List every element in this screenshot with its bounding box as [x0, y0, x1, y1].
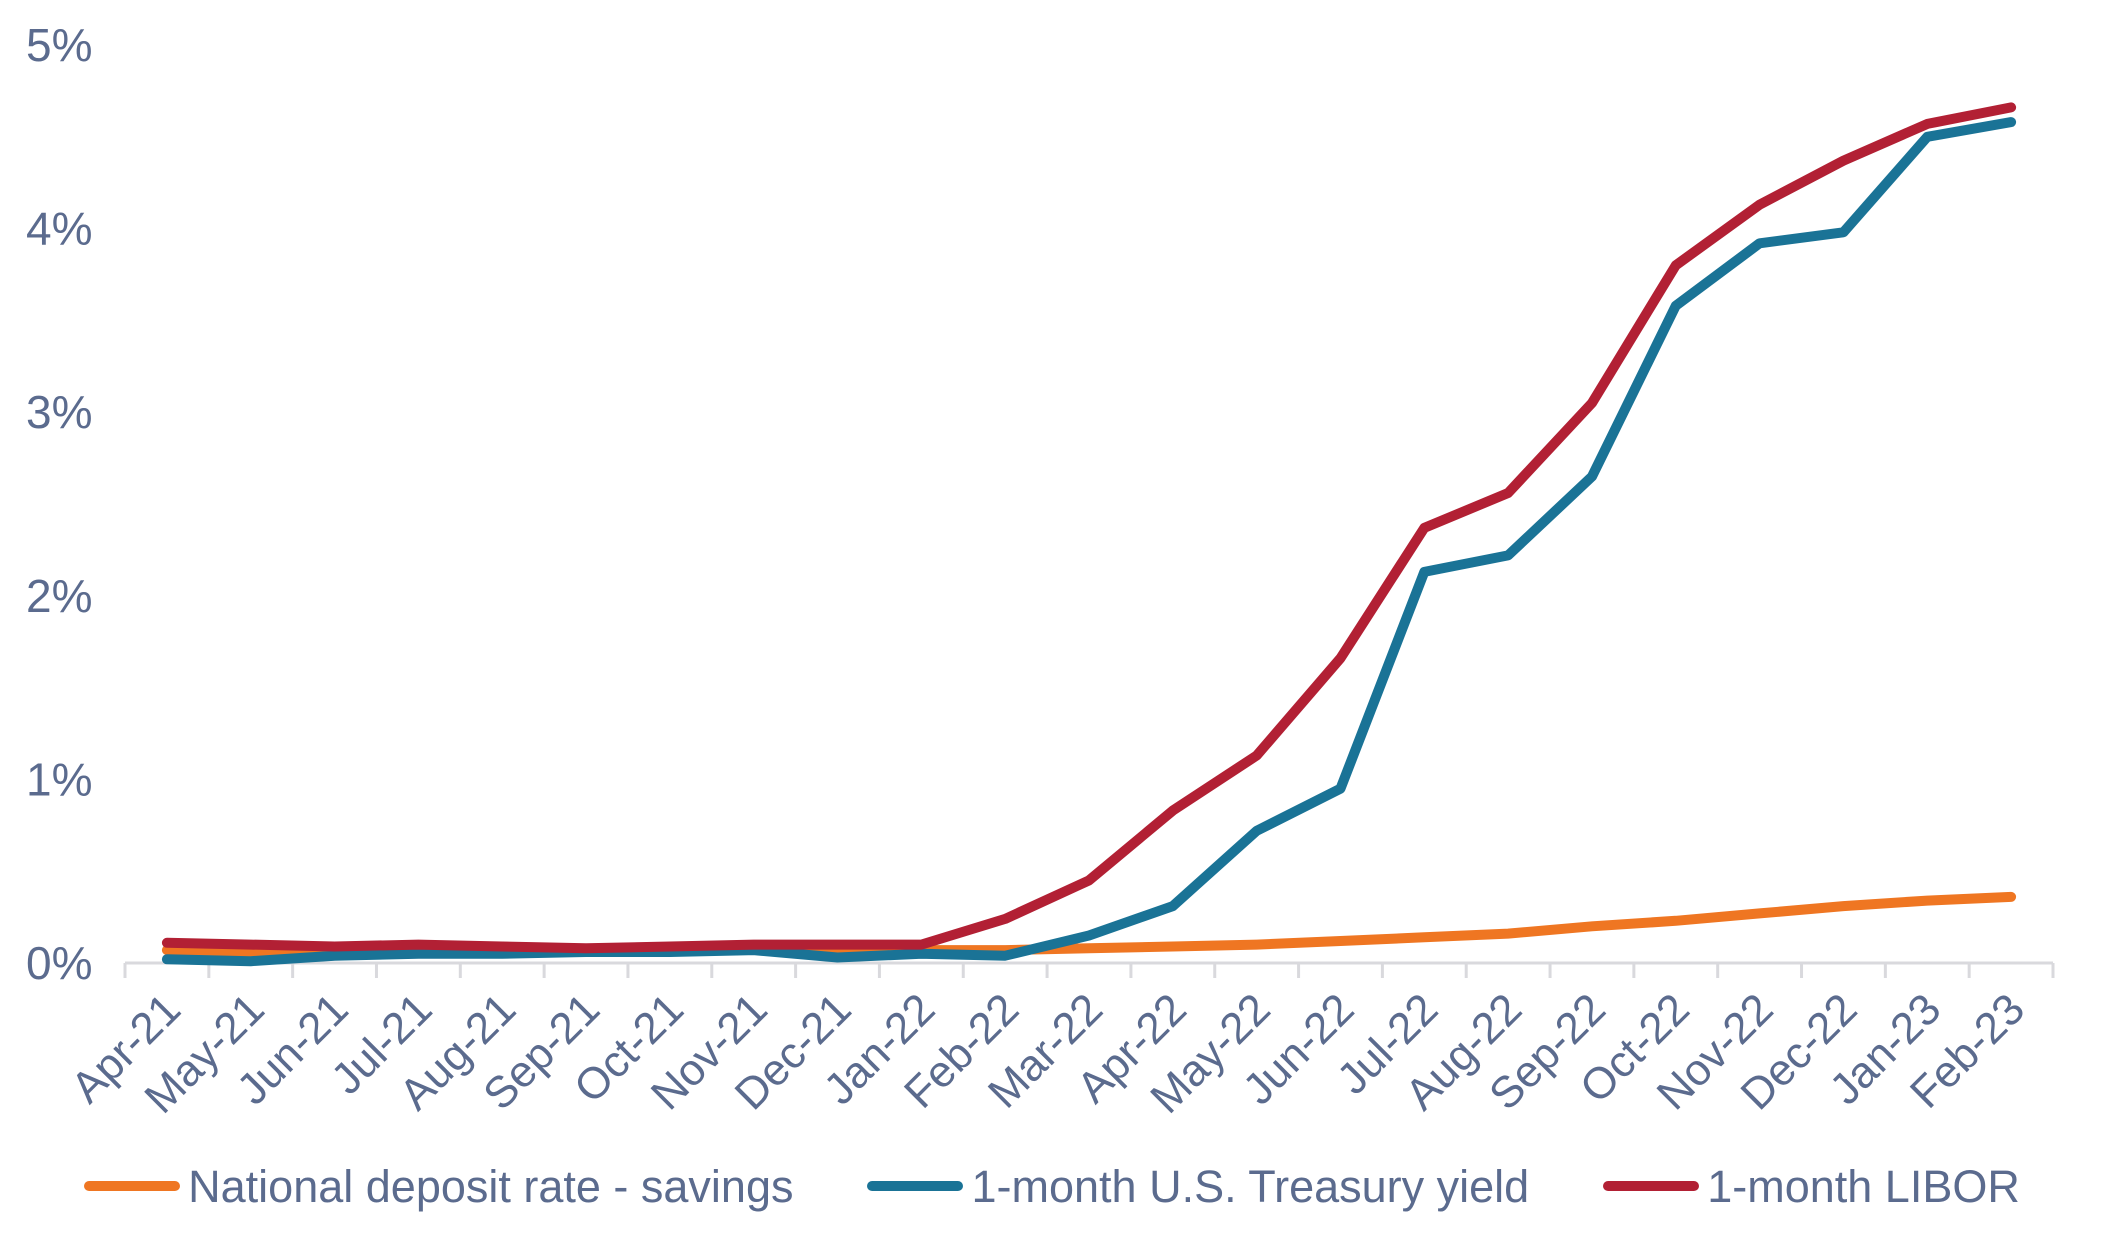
legend-swatch-libor: [1603, 1181, 1700, 1191]
legend-swatch-deposit: [84, 1181, 181, 1191]
series-line-2: [161, 102, 2017, 954]
legend-label-deposit: National deposit rate - savings: [188, 1160, 794, 1212]
legend-label-treasury: 1-month U.S. Treasury yield: [971, 1160, 1530, 1212]
y-axis-label: 5%: [26, 19, 92, 71]
series-line-1: [161, 117, 2017, 967]
chart-legend: National deposit rate - savings 1-month …: [0, 1146, 2104, 1226]
y-axis-label: 3%: [26, 386, 92, 438]
legend-swatch-treasury: [867, 1181, 964, 1191]
legend-item-national-deposit-rate: National deposit rate - savings: [84, 1164, 793, 1209]
legend-label-libor: 1-month LIBOR: [1707, 1160, 2020, 1212]
y-axis-label: 2%: [26, 570, 92, 622]
legend-item-libor: 1-month LIBOR: [1603, 1164, 2020, 1209]
y-axis-label: 4%: [26, 203, 92, 255]
y-axis-label: 1%: [26, 753, 92, 805]
y-axis-label: 0%: [26, 937, 92, 989]
legend-item-treasury-yield: 1-month U.S. Treasury yield: [867, 1164, 1529, 1209]
